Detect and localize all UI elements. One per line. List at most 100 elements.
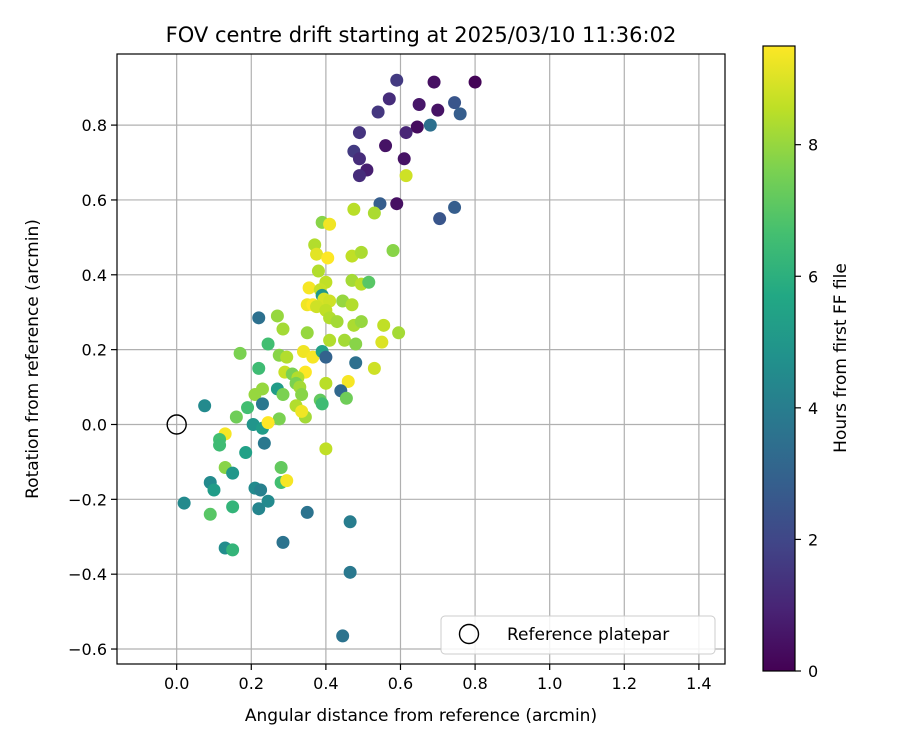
scatter-point: [323, 217, 337, 231]
y-tick-label: 0.2: [82, 341, 107, 360]
scatter-point: [352, 152, 366, 166]
scatter-point: [280, 474, 294, 488]
scatter-point: [252, 502, 266, 516]
scatter-point: [315, 397, 329, 411]
legend-marker-reference: [458, 623, 480, 645]
y-tick-label: 0.0: [82, 415, 107, 434]
grid-lines: [117, 54, 725, 664]
colorbar-tick-label: 0: [808, 662, 818, 681]
scatter-point: [386, 243, 400, 257]
scatter-point: [276, 322, 290, 336]
scatter-point: [343, 515, 357, 529]
scatter-point: [338, 333, 352, 347]
scatter-point: [382, 92, 396, 106]
scatter-point: [367, 206, 381, 220]
reference-platepar-point: [166, 414, 187, 435]
scatter-point: [375, 335, 389, 349]
x-tick-label: 1.0: [537, 674, 562, 693]
scatter-point: [397, 152, 411, 166]
scatter-point: [295, 388, 309, 402]
scatter-point: [399, 169, 413, 183]
legend: Reference platepar: [440, 615, 716, 655]
colorbar-ticks: 0 2 4 6 8: [795, 136, 818, 681]
scatter-point: [213, 438, 227, 452]
scatter-point: [226, 466, 240, 480]
scatter-point: [226, 543, 240, 557]
scatter-point: [392, 326, 406, 340]
scatter-point: [349, 337, 363, 351]
scatter-point: [323, 333, 337, 347]
scatter-point: [306, 350, 320, 364]
scatter-point: [276, 535, 290, 549]
scatter-point: [177, 496, 191, 510]
scatter-point: [257, 436, 271, 450]
scatter-point: [270, 309, 284, 323]
scatter-point: [367, 361, 381, 375]
data-points: [177, 73, 482, 643]
scatter-point: [379, 139, 393, 153]
scatter-point: [276, 388, 290, 402]
scatter-point: [272, 412, 286, 426]
scatter-point: [343, 565, 357, 579]
scatter-point: [233, 346, 247, 360]
colorbar-tick-label: 2: [808, 530, 818, 549]
scatter-point: [297, 345, 311, 359]
scatter-point: [390, 197, 404, 211]
scatter-point: [198, 399, 212, 413]
y-tick-label: −0.6: [68, 640, 107, 659]
colorbar-label: Hours from first FF file: [831, 263, 851, 453]
scatter-point: [431, 103, 445, 117]
plot-area-frame: [116, 53, 726, 665]
scatter-point: [310, 247, 324, 261]
colorbar-tick-label: 8: [808, 136, 818, 155]
scatter-point: [399, 126, 413, 140]
scatter-point: [295, 404, 309, 418]
y-axis-label: Rotation from reference (arcmin): [23, 219, 43, 499]
x-tick-label: 1.2: [612, 674, 637, 693]
colorbar: [762, 45, 796, 672]
scatter-point: [261, 337, 275, 351]
scatter-point: [347, 202, 361, 216]
scatter-point: [468, 75, 482, 89]
y-tick-label: −0.2: [68, 490, 107, 509]
scatter-point: [336, 629, 350, 643]
scatter-point: [433, 212, 447, 226]
scatter-point: [352, 169, 366, 183]
scatter-point: [330, 315, 344, 329]
scatter-point: [371, 105, 385, 119]
scatter-point: [377, 318, 391, 332]
scatter-point: [319, 376, 333, 390]
scatter-point: [274, 461, 288, 475]
scatter-point: [412, 98, 426, 112]
legend-entry-reference: Reference platepar: [507, 625, 669, 645]
colorbar-tick-label: 4: [808, 399, 818, 418]
scatter-point: [448, 96, 462, 110]
scatter-point: [254, 483, 268, 497]
scatter-point: [207, 483, 221, 497]
scatter-point: [319, 350, 333, 364]
x-tick-label: 0.2: [239, 674, 264, 693]
scatter-point: [302, 281, 316, 295]
scatter-point: [239, 446, 253, 460]
x-tick-label: 0.6: [388, 674, 413, 693]
scatter-point: [248, 388, 262, 402]
y-tick-label: 0.8: [82, 116, 107, 135]
scatter-point: [341, 374, 355, 388]
scatter-point: [362, 275, 376, 289]
scatter-point: [261, 494, 275, 508]
colorbar-tick-label: 6: [808, 267, 818, 286]
scatter-point: [300, 326, 314, 340]
scatter-point: [373, 197, 387, 211]
scatter-point: [252, 361, 266, 375]
scatter-point: [203, 507, 217, 521]
scatter-point: [311, 264, 325, 278]
scatter-point: [345, 298, 359, 312]
scatter-point: [339, 391, 353, 405]
scatter-point: [300, 505, 314, 519]
scatter-point: [261, 416, 275, 430]
scatter-point: [226, 500, 240, 514]
scatter-point: [319, 442, 333, 456]
x-tick-label: 0.0: [164, 674, 189, 693]
scatter-point: [280, 350, 294, 364]
